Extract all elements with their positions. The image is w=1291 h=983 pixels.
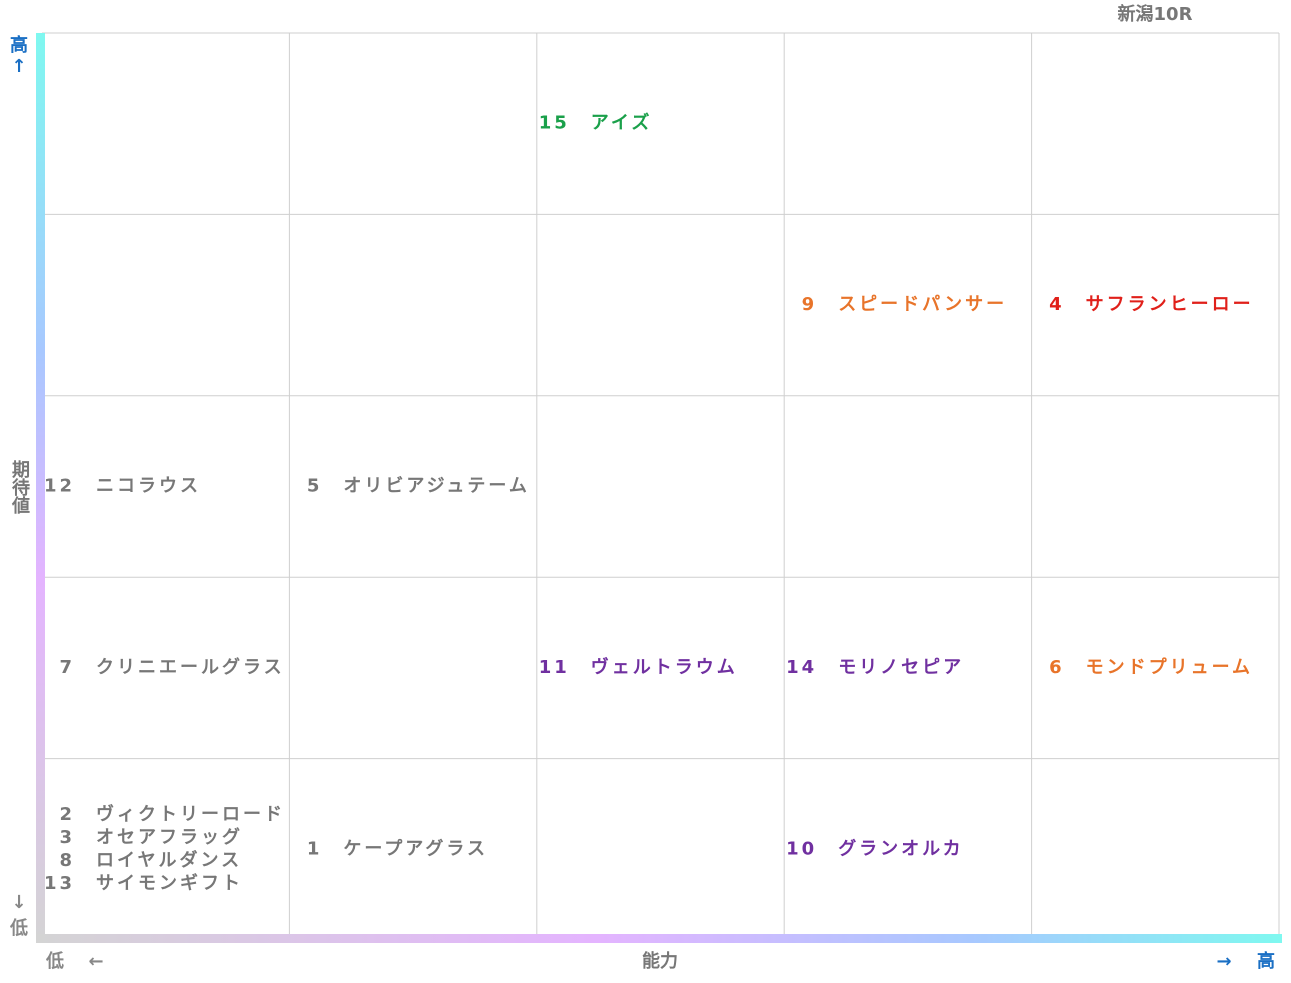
entry-number: 2 (59, 804, 75, 825)
y-high: 高 (10, 34, 28, 56)
entry-name: スピードパンサー (838, 294, 1007, 315)
x-axis-bar (36, 934, 1282, 943)
x-left-arrow: ← (88, 951, 103, 972)
entry-name: モンドプリューム (1086, 656, 1253, 678)
entry-number: 9 (802, 294, 818, 315)
entry-number: 5 (307, 476, 323, 497)
entry-number: 14 (786, 657, 817, 678)
y-down-arrow: ↓ (11, 892, 26, 913)
entry-number: 1 (307, 838, 323, 859)
entry-name: サフランヒーロー (1086, 294, 1254, 315)
entry-number: 15 (539, 113, 570, 134)
y-low: 低 (9, 917, 28, 939)
x-high: 高 (1257, 950, 1275, 972)
entry-number: 13 (44, 873, 75, 894)
title: 新潟10R (1118, 3, 1193, 25)
entry-name: グランオルカ (838, 837, 963, 859)
entry-name: クリニエールグラス (96, 656, 285, 678)
entry-name: モリノセピア (838, 657, 964, 678)
entry-number: 11 (539, 657, 570, 678)
entry-number: 6 (1049, 657, 1065, 678)
entry-name: ヴェルトラウム (591, 656, 738, 678)
entry-name: サイモンギフト (96, 873, 243, 894)
entry-number: 3 (59, 827, 75, 848)
y-axis-bar (36, 33, 45, 943)
entry-number: 12 (44, 476, 75, 497)
entry-name: ニコラウス (96, 476, 201, 497)
y-axis-label-group: 期待値 (9, 460, 31, 515)
entry-number: 4 (1049, 294, 1065, 315)
y-axis-label: 期待値 (9, 460, 31, 515)
entry-name: アイズ (591, 112, 653, 134)
entry-name: ヴィクトリーロード (96, 803, 285, 825)
entry-number: 8 (59, 850, 75, 871)
x-right-arrow: → (1216, 951, 1231, 972)
entry-name: オセアフラッグ (96, 826, 243, 848)
entry-name: ケープアグラス (343, 837, 488, 859)
entry-number: 10 (786, 838, 817, 859)
entry-name: オリビアジュテーム (343, 476, 529, 497)
x-axis-label: 能力 (642, 950, 678, 972)
entry-number: 7 (59, 657, 75, 678)
y-up-arrow: ↑ (11, 56, 26, 77)
entry-name: ロイヤルダンス (96, 849, 242, 871)
x-low: 低 (45, 950, 64, 972)
